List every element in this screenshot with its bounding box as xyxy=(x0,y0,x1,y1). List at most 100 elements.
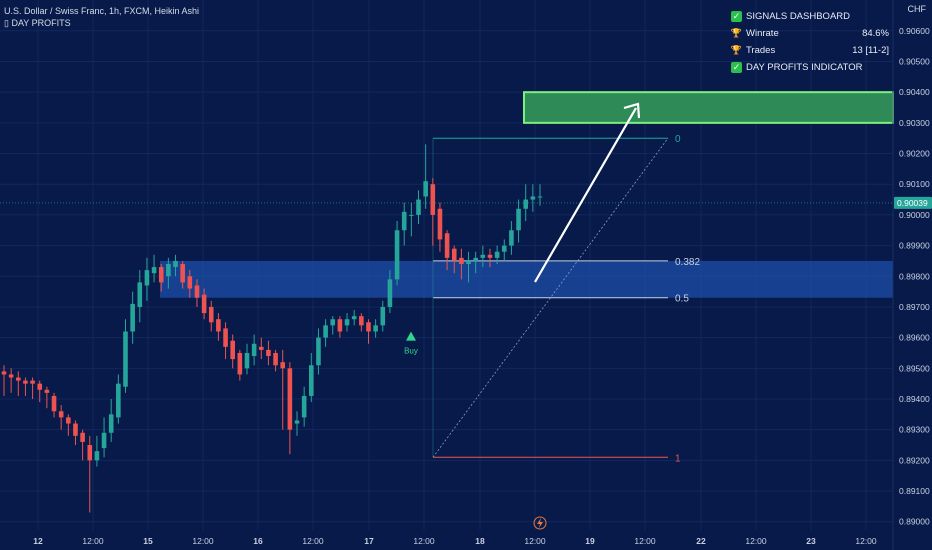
take-profit-zone xyxy=(523,91,894,124)
candle-body xyxy=(401,211,407,231)
y-tick-label: 0.90500 xyxy=(899,56,930,66)
y-tick-label: 0.89300 xyxy=(899,425,930,435)
y-tick-label: 0.89800 xyxy=(899,271,930,281)
candle-body xyxy=(309,365,314,396)
candle-body xyxy=(509,230,514,246)
y-tick-label: 0.89000 xyxy=(899,517,930,527)
candle-body xyxy=(194,285,200,298)
y-tick-label: 0.90200 xyxy=(899,149,930,159)
candle-body xyxy=(58,411,64,418)
candle-body xyxy=(373,325,378,332)
x-tick-label: 17 xyxy=(364,536,374,546)
candle-body xyxy=(151,267,157,274)
fib-level-label: 0 xyxy=(675,134,681,145)
candle-body xyxy=(251,343,257,357)
candle-body xyxy=(466,260,471,264)
candle-body xyxy=(266,349,271,357)
price-axis[interactable]: 0.90600 0.90500 0.90400 0.90300 0.90200 0.901… xyxy=(892,0,932,550)
candle-body xyxy=(66,417,71,424)
candle-body xyxy=(258,346,264,350)
fib-level-label: 1 xyxy=(675,453,681,464)
winrate-value: 84.6% xyxy=(862,28,889,39)
candle-body xyxy=(537,196,543,198)
candle-body xyxy=(523,199,529,209)
indicator-title: DAY PROFITS INDICATOR xyxy=(746,62,863,73)
candle-body xyxy=(8,374,14,378)
trades-value: 13 [11-2] xyxy=(852,45,889,56)
time-axis[interactable]: 12 12:00 15 12:00 16 12:00 17 12:00 18 12:00 19 12:… xyxy=(33,536,877,546)
candle-body xyxy=(208,306,214,323)
candle-body xyxy=(144,270,150,286)
candle-body xyxy=(516,208,521,231)
candle-body xyxy=(201,294,207,314)
trophy-icon: 🏆 xyxy=(730,28,743,38)
fib-retracement[interactable]: 0 0.382 0.5 1 xyxy=(432,134,700,464)
y-tick-label: 0.89600 xyxy=(899,333,930,343)
x-tick-label: 12:00 xyxy=(82,536,104,546)
candle-body xyxy=(423,181,428,197)
x-tick-label: 12:00 xyxy=(192,536,214,546)
candle-body xyxy=(351,316,357,320)
last-price-badge xyxy=(894,196,932,209)
x-tick-label: 12 xyxy=(33,536,43,546)
candle-body xyxy=(23,380,28,384)
dashboard-row: 🏆 Trades 13 [11-2] xyxy=(731,42,889,59)
candle-body xyxy=(416,199,421,215)
candle-body xyxy=(223,328,228,347)
dashboard-title: SIGNALS DASHBOARD xyxy=(746,11,850,22)
candle-body xyxy=(15,377,21,381)
candle-body xyxy=(330,319,336,326)
y-tick-label: 0.89700 xyxy=(899,302,930,312)
arrow-head xyxy=(623,102,641,119)
candle-body xyxy=(487,254,493,258)
candle-body xyxy=(316,337,321,366)
y-tick-label: 0.90300 xyxy=(899,118,930,128)
buy-signal-label: Buy xyxy=(404,347,418,356)
symbol-title[interactable]: U.S. Dollar / Swiss Franc, 1h, FXCM, Hei… xyxy=(4,6,200,16)
candle-body xyxy=(294,420,300,424)
y-tick-label: 0.89400 xyxy=(899,394,930,404)
winrate-label: Winrate xyxy=(746,28,779,39)
candle-body xyxy=(301,395,307,418)
y-tick-label: 0.90100 xyxy=(899,179,930,189)
candle-body xyxy=(337,319,343,332)
entry-zone xyxy=(160,260,893,298)
x-tick-label: 19 xyxy=(585,536,595,546)
y-tick-label: 0.89900 xyxy=(899,241,930,251)
candle-body xyxy=(1,371,7,375)
y-tick-label: 0.89100 xyxy=(899,486,930,496)
candle-body xyxy=(359,316,364,326)
check-icon: ✓ xyxy=(731,11,742,22)
candle-body xyxy=(30,380,35,384)
candle-body xyxy=(287,368,293,430)
candle-body xyxy=(158,267,164,283)
candle-body xyxy=(380,306,386,326)
x-tick-label: 12:00 xyxy=(855,536,877,546)
trophy-icon: 🏆 xyxy=(730,45,743,55)
candle-body xyxy=(473,257,478,261)
trades-label: Trades xyxy=(746,45,776,56)
candle-body xyxy=(244,352,250,369)
candle-body xyxy=(130,303,135,332)
candle-body xyxy=(108,414,114,433)
candle-body xyxy=(451,248,457,261)
fib-level-label: 0.5 xyxy=(675,294,689,305)
y-tick-label: 0.90000 xyxy=(899,210,930,220)
candle-body xyxy=(44,389,50,393)
x-tick-label: 12:00 xyxy=(745,536,767,546)
chart-header: U.S. Dollar / Swiss Franc, 1h, FXCM, Hei… xyxy=(4,5,199,29)
candle-body xyxy=(237,352,243,375)
candle-body xyxy=(123,331,128,387)
lightning-icon[interactable] xyxy=(533,516,547,530)
candle-body xyxy=(459,257,464,264)
candle-body xyxy=(280,362,286,369)
last-price-label: 0.90039 xyxy=(897,198,928,208)
indicator-label[interactable]: ▯ DAY PROFITS xyxy=(4,18,71,28)
annotations: Buy xyxy=(0,102,893,530)
y-tick-label: 0.89500 xyxy=(899,363,930,373)
candle-body xyxy=(344,319,350,326)
candle-body xyxy=(444,233,450,258)
dashboard-row: ✓ DAY PROFITS INDICATOR xyxy=(731,59,889,76)
lightning-glyph xyxy=(537,518,543,528)
